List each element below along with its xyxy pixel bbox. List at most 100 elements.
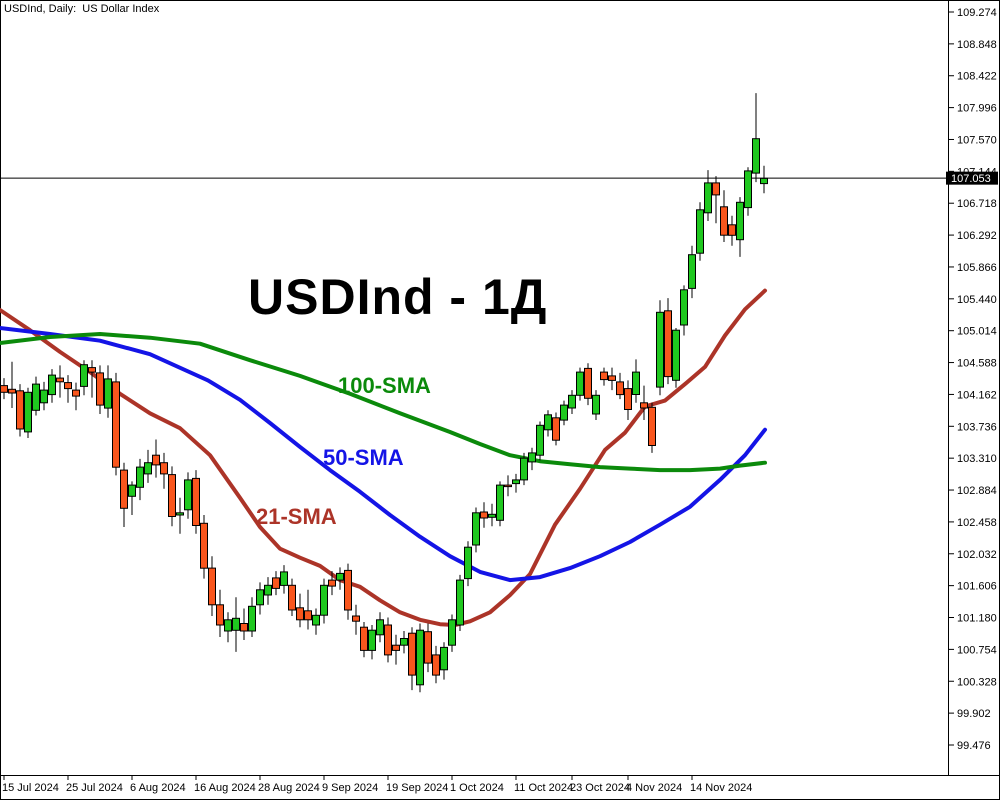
candle-up [472, 512, 480, 546]
candle-up [536, 424, 544, 456]
candle-down [648, 406, 656, 446]
candle-down [192, 477, 200, 526]
candle-up [376, 619, 384, 636]
candle-down [272, 577, 280, 589]
candle-down [208, 567, 216, 606]
sma-21-label: 21-SMA [256, 504, 337, 529]
symbol-header-label: USDInd, Daily: US Dollar Index [4, 3, 160, 15]
candle-down [360, 626, 368, 651]
candle-down [64, 382, 72, 390]
candle-down [56, 377, 64, 383]
candle-up [440, 646, 448, 671]
candle-down [168, 474, 176, 518]
candle-down [352, 615, 360, 622]
candle-up [512, 479, 520, 485]
candle-up [464, 546, 472, 580]
candle-up [104, 378, 112, 409]
candle-up [560, 404, 568, 421]
price-tick-label: 99.902 [957, 708, 991, 720]
price-tick-label: 103.310 [957, 453, 997, 465]
candle-down [712, 182, 720, 196]
date-tick-label: 19 Sep 2024 [386, 782, 448, 794]
candle-down [304, 610, 312, 621]
candle-up [256, 589, 264, 606]
candle-up [656, 311, 664, 388]
candle-down [384, 624, 392, 656]
price-tick-label: 108.848 [957, 39, 997, 51]
candle-up [176, 512, 184, 516]
candle-up [456, 579, 464, 626]
candle-up [80, 364, 88, 387]
candle-down [120, 469, 128, 509]
candle-up [448, 619, 456, 646]
candle-down [328, 579, 336, 587]
candles-layer[interactable] [0, 93, 768, 693]
candle-up [488, 513, 496, 518]
candle-down [216, 604, 224, 626]
candle-up [400, 638, 408, 646]
price-tick-label: 100.328 [957, 676, 997, 688]
time-axis[interactable]: 15 Jul 2024 25 Jul 2024 6 Aug 2024 16 Aug 2… [2, 775, 752, 794]
current-price-badge-bg [946, 171, 998, 185]
candle-down [8, 388, 16, 394]
candle-down [152, 454, 160, 466]
candle-up [704, 182, 712, 214]
candle-up [416, 629, 424, 686]
candle-down [504, 484, 512, 488]
candle-down [432, 654, 440, 676]
candle-down [72, 389, 80, 397]
candle-up [736, 201, 744, 241]
candle-down [112, 381, 120, 468]
price-tick-label: 104.588 [957, 358, 997, 370]
price-tick-label: 104.162 [957, 389, 997, 401]
candle-down [720, 206, 728, 236]
candle-down [344, 569, 352, 611]
price-tick-label: 106.718 [957, 198, 997, 210]
price-tick-label: 105.014 [957, 326, 997, 338]
candle-up [528, 452, 536, 463]
price-axis[interactable]: 109.274108.848108.422107.996107.570107.1… [948, 7, 997, 752]
candle-up [568, 394, 576, 409]
candle-up [368, 629, 376, 651]
candle-down [640, 402, 648, 409]
date-tick-label: 9 Sep 2024 [322, 782, 378, 794]
price-tick-label: 102.884 [957, 485, 997, 497]
candle-up [688, 254, 696, 289]
candle-down [624, 388, 632, 411]
sma-50-line [0, 326, 767, 583]
date-tick-label: 28 Aug 2024 [258, 782, 320, 794]
candle-down [288, 584, 296, 611]
candle-down [96, 372, 104, 406]
price-tick-label: 100.754 [957, 644, 997, 656]
candle-up [544, 414, 552, 431]
candle-up [696, 209, 704, 254]
candle-down [664, 310, 672, 378]
price-tick-label: 101.606 [957, 581, 997, 593]
candle-up [520, 457, 528, 481]
candle-up [248, 605, 256, 632]
candle-up [24, 391, 32, 433]
candle-up [632, 371, 640, 396]
current-price-badge-label: 107.053 [951, 173, 991, 185]
date-tick-label: 15 Jul 2024 [2, 782, 59, 794]
price-tick-label: 107.570 [957, 135, 997, 147]
date-tick-label: 1 Oct 2024 [450, 782, 504, 794]
candle-down [296, 607, 304, 621]
candle-down [608, 375, 616, 381]
candle-down [600, 371, 608, 381]
price-tick-label: 102.032 [957, 549, 997, 561]
candle-down [88, 367, 96, 373]
current-price-badge: 107.053 [946, 171, 998, 185]
date-tick-label: 4 Nov 2024 [626, 782, 682, 794]
candle-down [424, 631, 432, 664]
sma-50-label: 50-SMA [323, 445, 404, 470]
price-tick-label: 105.866 [957, 262, 997, 274]
candle-down [240, 623, 248, 632]
candle-up [672, 329, 680, 381]
sma-100-line [0, 332, 767, 473]
price-tick-label: 103.736 [957, 421, 997, 433]
candle-up [752, 138, 760, 174]
date-tick-label: 16 Aug 2024 [194, 782, 256, 794]
